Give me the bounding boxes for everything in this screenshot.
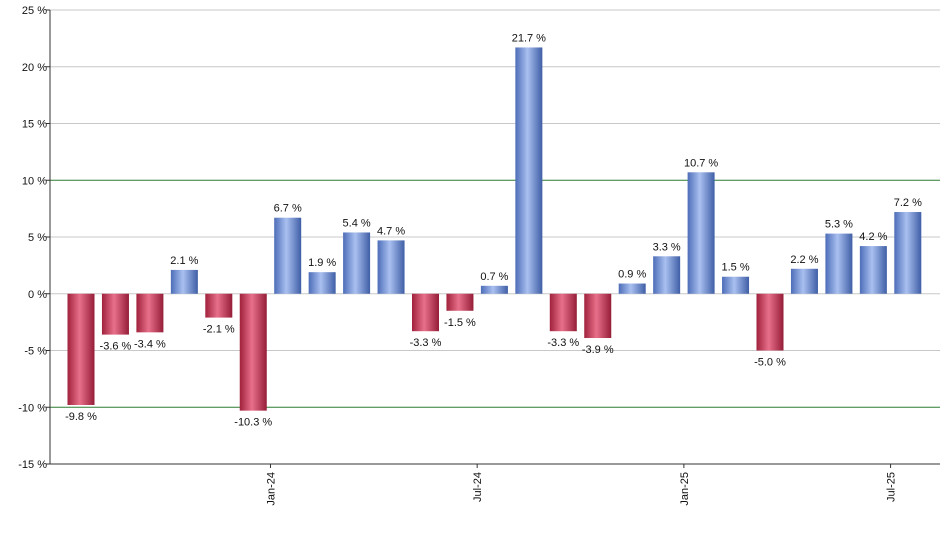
bar <box>790 268 818 294</box>
bar-value-label: -1.5 % <box>444 317 476 329</box>
bar-value-label: 7.2 % <box>894 197 922 209</box>
y-tick-label: 10 % <box>22 175 47 187</box>
bar-value-label: 1.9 % <box>308 257 336 269</box>
bar <box>584 293 612 339</box>
bar <box>859 246 887 294</box>
bar <box>480 285 508 294</box>
grid-layer <box>50 9 940 465</box>
y-tick-label: -10 % <box>18 402 47 414</box>
y-tick-label: -15 % <box>18 459 47 471</box>
bar-value-label: -3.3 % <box>547 337 579 349</box>
y-tick-label: 20 % <box>22 62 47 74</box>
bar <box>515 47 543 294</box>
bar <box>205 293 233 318</box>
bar <box>722 276 750 294</box>
y-tick-label: 25 % <box>22 5 47 17</box>
bar <box>67 293 95 405</box>
bar <box>136 293 164 333</box>
bar-value-label: 10.7 % <box>684 157 718 169</box>
bar <box>446 293 474 311</box>
bar-value-label: -5.0 % <box>754 357 786 369</box>
bar-value-label: -3.4 % <box>134 338 166 350</box>
bar <box>274 217 302 294</box>
x-tick-label: Jul-25 <box>886 472 898 502</box>
y-tick-label: 5 % <box>28 232 47 244</box>
bar-value-label: 4.2 % <box>859 231 887 243</box>
bar <box>412 293 439 332</box>
bar-value-label: -10.3 % <box>234 417 272 429</box>
y-tick-label: 0 % <box>28 289 47 301</box>
x-tick-label: Jan-24 <box>265 472 277 506</box>
bar <box>894 212 922 294</box>
bar-value-label: 2.2 % <box>790 254 818 266</box>
y-tick-label: 15 % <box>22 119 47 131</box>
bar-value-label: 0.7 % <box>480 271 508 283</box>
bar-value-label: 5.4 % <box>343 217 371 229</box>
x-tick-label: Jan-25 <box>679 472 691 506</box>
bar-value-label: -3.3 % <box>410 337 442 349</box>
bar <box>377 240 405 294</box>
bar-value-label: -9.8 % <box>65 411 97 423</box>
bar-value-label: 4.7 % <box>377 225 405 237</box>
bar <box>170 269 198 294</box>
bar-value-label: 21.7 % <box>512 32 546 44</box>
bar <box>653 256 681 294</box>
bar <box>825 233 853 294</box>
y-tick-label: -5 % <box>24 346 47 358</box>
bar-value-label: -2.1 % <box>203 324 235 336</box>
axes-layer: -15 % -10 % -5 % 0 % 5 % 10 % 15 % 20 % 25 % Jan-… <box>18 5 940 506</box>
bar <box>239 293 267 411</box>
bar-value-label: 6.7 % <box>274 203 302 215</box>
bar <box>687 172 715 294</box>
bar-value-label: -3.6 % <box>100 341 132 353</box>
x-tick-label: Jul-24 <box>472 472 484 502</box>
bar <box>101 293 129 335</box>
bars-layer: -9.8 % -3.6 % -3.4 % 2.1 % -2.1 % -10.3 % 6.7 … <box>65 32 922 428</box>
bar <box>343 232 371 294</box>
bar <box>756 293 784 351</box>
bar-value-label: 2.1 % <box>170 255 198 267</box>
bar-value-label: -3.9 % <box>582 344 614 356</box>
bar-value-label: 1.5 % <box>721 262 749 274</box>
bar-value-label: 0.9 % <box>618 269 646 281</box>
bar-value-label: 5.3 % <box>825 219 853 231</box>
bar <box>308 272 336 294</box>
bar-value-label: 3.3 % <box>653 241 681 253</box>
bar <box>549 293 577 332</box>
bar <box>618 283 646 294</box>
